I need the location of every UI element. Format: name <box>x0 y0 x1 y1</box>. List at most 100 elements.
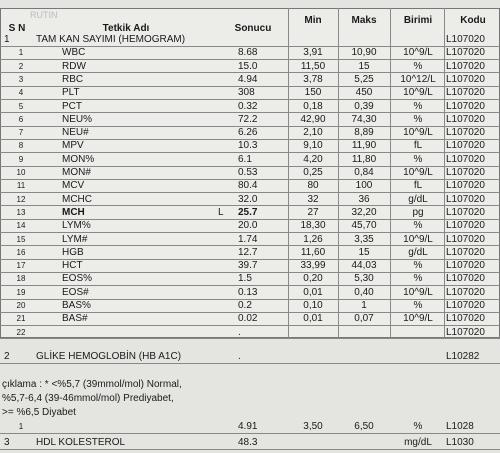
rule <box>0 271 500 273</box>
cell-min: 4,20 <box>303 153 323 165</box>
result-value: 4.91 <box>238 421 258 432</box>
rule <box>444 8 445 338</box>
cell-unit: % <box>413 100 423 112</box>
cell-max: 45,70 <box>351 220 377 232</box>
column-header: Min <box>304 15 322 26</box>
result-value: 8.68 <box>238 47 258 59</box>
cell-min: 11,60 <box>300 246 326 258</box>
cell-code: L107020 <box>446 286 485 298</box>
cell-name: RDW <box>62 60 86 72</box>
cell-min: 0,01 <box>303 286 323 298</box>
cell-name: RBC <box>62 73 84 85</box>
cell-sn: 2 <box>18 61 24 71</box>
cell-sn: 8 <box>18 141 24 151</box>
cell-min: 0,20 <box>303 273 323 285</box>
result-value: 20.0 <box>238 220 258 232</box>
result-value: . <box>238 351 241 362</box>
cell-sn: 4 <box>18 88 24 98</box>
cell-max: 5,30 <box>354 273 374 285</box>
cell-min: 150 <box>304 87 322 99</box>
result-value: 80.4 <box>238 180 258 192</box>
cell-unit: mg/dL <box>404 437 432 448</box>
cell-sn: 20 <box>16 301 26 310</box>
cell-unit: fL <box>413 140 423 152</box>
result-value: 308 <box>238 87 255 99</box>
result-value: 6.1 <box>238 153 252 165</box>
cell-min: 0,10 <box>303 300 323 311</box>
cell-code: L107020 <box>446 273 485 285</box>
cell-code: L107020 <box>446 127 485 139</box>
column-header: Maks <box>351 15 377 26</box>
cell-max: 450 <box>355 87 373 99</box>
cell-max: 74,30 <box>351 113 377 125</box>
rule <box>0 298 500 300</box>
cell-sn: 5 <box>18 101 24 111</box>
cell-code: L107020 <box>446 326 485 338</box>
cell-max: 44,03 <box>351 260 377 272</box>
cell-name: BAS# <box>62 313 88 325</box>
rule <box>0 59 500 61</box>
cell-min: 33,99 <box>300 260 326 272</box>
cell-sn: 6 <box>18 114 24 124</box>
result-value: . <box>238 326 241 338</box>
table-frame <box>0 8 500 338</box>
cell-code: L1028 <box>446 421 474 432</box>
cell-name: MPV <box>62 140 84 152</box>
rule <box>0 99 500 100</box>
cell-name: PCT <box>62 100 82 112</box>
cell-max: 10,90 <box>351 47 377 59</box>
result-value: 12.7 <box>238 246 258 258</box>
cell-sn: 3 <box>4 437 10 448</box>
cell-unit: 10^9/L <box>403 87 433 99</box>
cell-sn: 19 <box>16 287 26 297</box>
cell-name: MCHC <box>62 193 92 205</box>
cell-unit: 10^9/L <box>403 233 433 245</box>
rule <box>0 85 500 87</box>
cell-sn: 21 <box>16 314 26 324</box>
rule <box>0 285 500 287</box>
cell-min: 27 <box>307 206 319 218</box>
cell-max: 3,35 <box>354 233 374 245</box>
result-value: 0.2 <box>238 300 252 311</box>
cell-max: 0,40 <box>354 286 374 298</box>
cell-unit: 10^9/L <box>403 47 433 59</box>
note-line: çıklama : * <%5,7 (39mmol/mol) Normal, <box>2 379 182 390</box>
cell-sn: 1 <box>18 48 24 58</box>
cell-sn: 2 <box>4 351 10 362</box>
cell-code: L107020 <box>446 87 485 99</box>
rule <box>390 8 391 338</box>
result-value: 0.02 <box>238 313 258 325</box>
rule <box>0 362 500 364</box>
cell-sn: 22 <box>16 327 26 337</box>
cell-code: L107020 <box>446 300 485 311</box>
cell-sn: 13 <box>16 207 26 217</box>
cell-sn: 1 <box>18 422 24 431</box>
cell-name: MCV <box>62 180 85 192</box>
cell-code: L107020 <box>446 153 485 165</box>
cell-name: MCH <box>62 206 85 218</box>
result-value: 0.13 <box>238 286 258 298</box>
cell-name: HDL KOLESTEROL <box>36 437 126 448</box>
result-value: 6.26 <box>238 127 258 139</box>
cell-sn: 11 <box>16 181 26 191</box>
cell-code: L107020 <box>446 220 485 232</box>
cell-code: L107020 <box>446 260 485 272</box>
cell-name: WBC <box>62 47 86 59</box>
rule <box>338 8 339 338</box>
cell-unit: % <box>413 421 423 432</box>
cell-sn: 17 <box>16 261 26 271</box>
cell-min: 0,18 <box>303 100 323 112</box>
cell-code: L107020 <box>446 140 485 152</box>
cell-sn: 3 <box>18 74 24 84</box>
rule <box>0 218 500 220</box>
cell-sn: 9 <box>18 154 24 164</box>
cell-code: L107020 <box>446 100 485 112</box>
cell-name: NEU% <box>62 113 93 125</box>
cell-min: 32 <box>307 193 319 205</box>
cell-min: 3,50 <box>303 421 323 432</box>
cell-max: 11,80 <box>351 153 377 165</box>
column-header: Kodu <box>460 15 486 26</box>
rule <box>288 8 289 338</box>
cell-unit: pg <box>412 206 424 218</box>
